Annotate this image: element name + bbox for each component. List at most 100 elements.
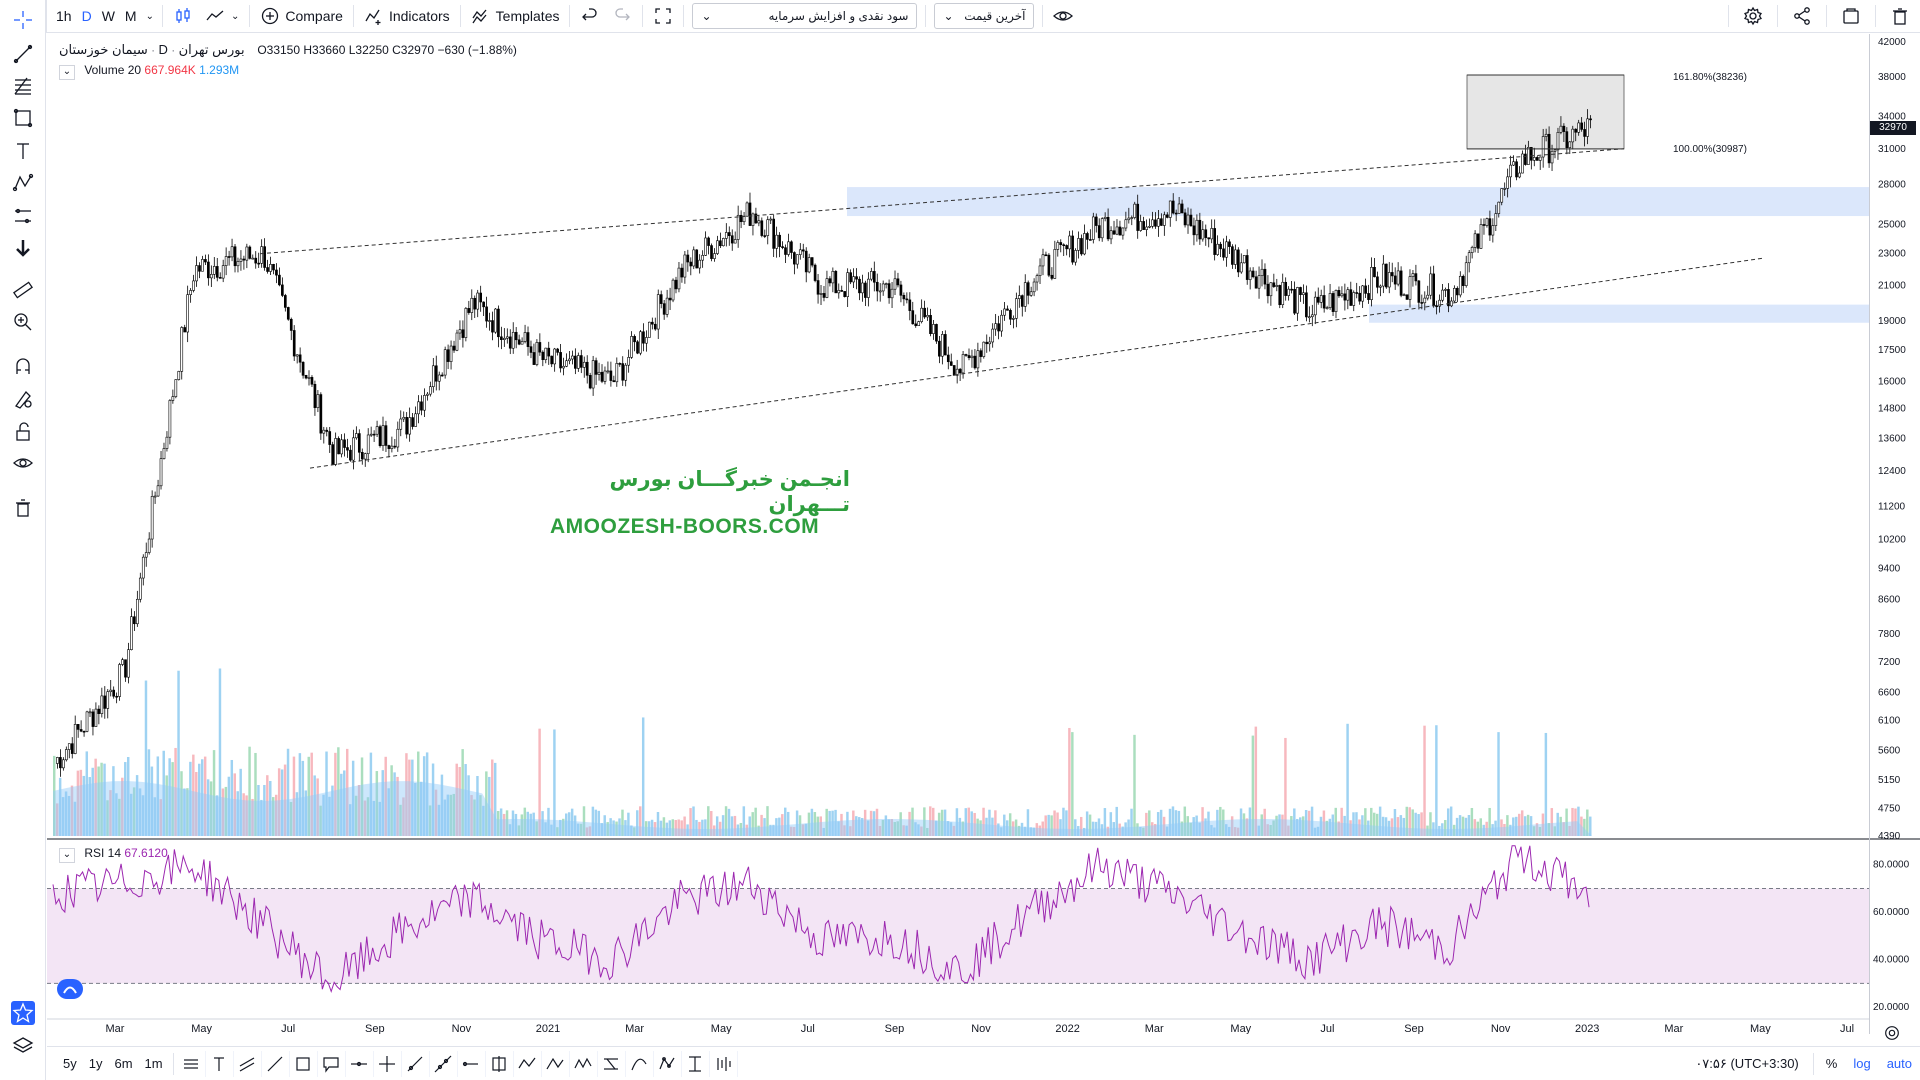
candle-body — [343, 439, 346, 448]
chart-type-button[interactable] — [167, 0, 199, 33]
text-tool[interactable] — [11, 139, 35, 163]
favorites-star-icon[interactable] — [11, 1001, 35, 1025]
abc-pattern-icon[interactable] — [542, 1050, 570, 1077]
price-axis-label: 4390 — [1878, 831, 1901, 842]
volume-bar — [150, 766, 154, 836]
chevron-down-icon[interactable]: ⌄ — [145, 10, 154, 22]
candle-body — [1263, 268, 1267, 285]
volume-bar — [1491, 824, 1494, 836]
volume-bar — [1420, 812, 1423, 836]
range-1y[interactable]: 1y — [88, 1056, 103, 1071]
templates-button[interactable]: Templates — [465, 0, 566, 33]
ae-pattern-icon[interactable] — [570, 1050, 598, 1077]
rectangle-tool[interactable] — [11, 106, 35, 130]
range-6m[interactable]: 6m — [114, 1056, 133, 1071]
volume-bar — [1159, 809, 1163, 836]
crosshair-tool[interactable] — [11, 8, 35, 32]
callout-icon[interactable] — [318, 1050, 346, 1077]
fullscreen-button[interactable] — [647, 0, 679, 33]
extended-line-icon[interactable] — [430, 1050, 458, 1077]
scale-settings-button[interactable] — [1883, 1024, 1903, 1044]
range-1m[interactable]: 1m — [144, 1056, 163, 1071]
symbol-name[interactable]: سیمان خوزستان — [59, 42, 148, 57]
candle-body — [1142, 221, 1145, 230]
ruler-icon[interactable] — [11, 278, 35, 302]
candle-body — [970, 355, 974, 359]
pattern-123-icon[interactable] — [514, 1050, 542, 1077]
horizontal-ray-icon[interactable] — [346, 1050, 374, 1077]
candle-body — [952, 365, 956, 376]
channel-icon[interactable] — [234, 1050, 262, 1077]
pattern-tool[interactable] — [11, 171, 35, 195]
collapse-chevron-icon[interactable]: ⌄ — [59, 65, 75, 80]
volume-bar — [437, 804, 441, 836]
arrow-down-icon[interactable] — [11, 236, 35, 260]
volume-bar — [73, 801, 77, 836]
snapshot-button[interactable] — [1831, 0, 1871, 33]
collapse-chevron-icon[interactable]: ⌄ — [59, 848, 75, 863]
candle-body — [224, 256, 228, 266]
trend-line-tool[interactable] — [11, 42, 35, 66]
auto-toggle[interactable]: auto — [1886, 1056, 1912, 1071]
percent-toggle[interactable]: % — [1825, 1056, 1838, 1071]
projection-icon[interactable] — [598, 1050, 626, 1077]
volume-bar — [1325, 820, 1329, 836]
log-toggle[interactable]: log — [1853, 1056, 1871, 1071]
volume-bar — [1236, 827, 1240, 836]
settings-button[interactable] — [1733, 0, 1773, 33]
line-chart-button[interactable]: ⌄ — [199, 0, 245, 33]
layers-icon[interactable] — [11, 1034, 35, 1058]
undo-button[interactable] — [574, 0, 606, 33]
fib-tool[interactable] — [11, 74, 35, 98]
price-axis-label: 14800 — [1878, 404, 1906, 415]
eye-icon[interactable] — [11, 451, 35, 475]
zoom-icon[interactable] — [11, 310, 35, 334]
frame-icon[interactable] — [486, 1050, 514, 1077]
horizontal-segment-icon[interactable] — [458, 1050, 486, 1077]
chart-area[interactable]: Mar May Jul Sep Nov 2021 Mar May Jul Sep Nov 2022 Ma… — [47, 34, 1869, 1035]
horizontal-lines-icon[interactable] — [178, 1050, 206, 1077]
lock-icon[interactable] — [11, 420, 35, 444]
volume-bar — [422, 756, 426, 836]
tradingview-logo[interactable] — [57, 979, 83, 999]
rsi-value: 67.6120 — [124, 846, 168, 860]
candle-body — [849, 272, 852, 283]
timeframe-1h[interactable]: 1h — [56, 8, 72, 24]
price-range-icon[interactable] — [682, 1050, 710, 1077]
delete-button[interactable] — [1880, 0, 1920, 33]
price-select[interactable]: آخرین قیمت ⌄ — [934, 3, 1035, 29]
prediction-tool[interactable] — [11, 204, 35, 228]
volume-bar — [665, 822, 669, 836]
curve-icon[interactable] — [626, 1050, 654, 1077]
candle-body — [1074, 250, 1077, 263]
bars-pattern-icon[interactable] — [710, 1050, 738, 1077]
trash-icon[interactable] — [11, 496, 35, 520]
magnet-icon[interactable] — [11, 354, 35, 378]
candle-body — [606, 370, 610, 373]
rectangle-icon[interactable] — [290, 1050, 318, 1077]
price-scale[interactable]: 42000 38000 34000 31000 28000 25000 23000 21000… — [1869, 34, 1920, 1034]
visibility-button[interactable] — [1047, 0, 1079, 33]
clock-label[interactable]: ۰۷:۵۶ (UTC+3:30) — [1695, 1055, 1799, 1071]
ray-icon[interactable] — [402, 1050, 430, 1077]
cross-line-icon[interactable] — [374, 1050, 402, 1077]
share-button[interactable] — [1782, 0, 1822, 33]
trend-line-icon[interactable] — [262, 1050, 290, 1077]
stay-drawing-icon[interactable] — [11, 387, 35, 411]
range-5y[interactable]: 5y — [63, 1056, 77, 1071]
candle-body — [517, 339, 521, 345]
timeframe-d[interactable]: D — [81, 8, 92, 24]
compare-button[interactable]: Compare — [254, 0, 349, 33]
volume-bar — [633, 827, 636, 836]
text-icon[interactable] — [206, 1050, 234, 1077]
indicators-button[interactable]: Indicators — [358, 0, 456, 33]
timeframe-w[interactable]: W — [101, 8, 115, 24]
candle-body — [1050, 274, 1054, 279]
candle-body — [360, 452, 364, 460]
volume-bar — [76, 770, 80, 836]
study-select[interactable]: سود نقدی و افزایش سرمایه ⌄ — [692, 3, 918, 29]
redo-button[interactable] — [606, 0, 638, 33]
candle-body — [748, 202, 752, 226]
timeframe-m[interactable]: M — [124, 8, 137, 24]
xabcd-icon[interactable] — [654, 1050, 682, 1077]
